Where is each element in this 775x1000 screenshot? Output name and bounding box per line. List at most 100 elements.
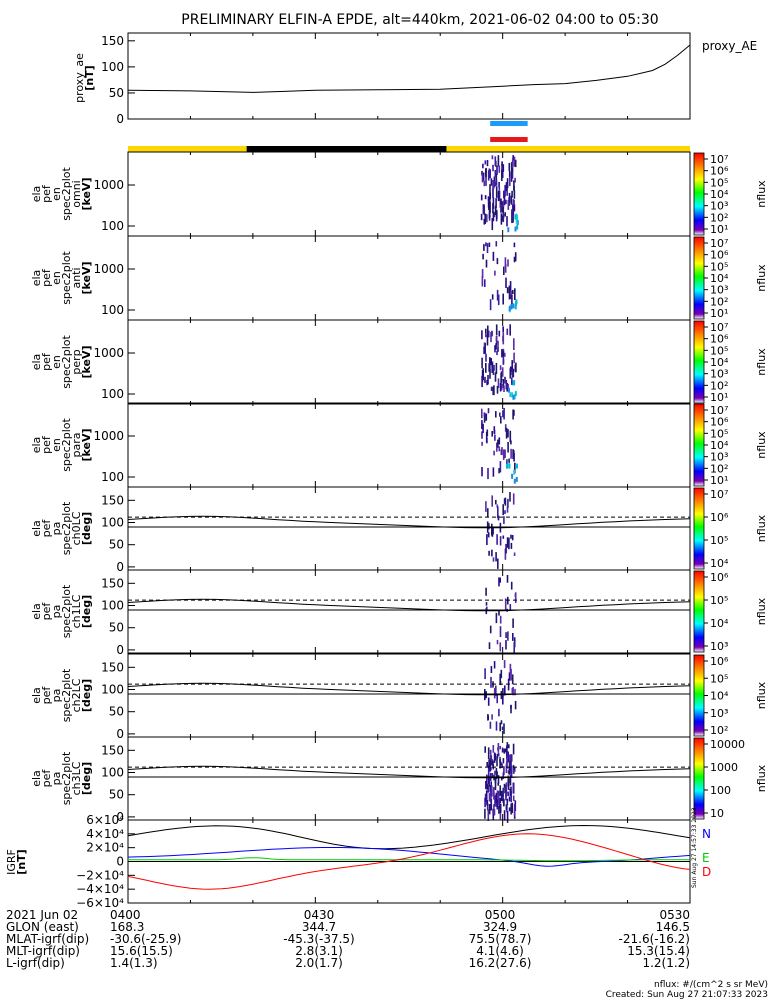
spectrogram-pixel [511, 158, 514, 168]
spectrogram-pixel [487, 375, 489, 385]
y-axis-label-line: ela [30, 354, 43, 371]
spectrogram-pixel [503, 408, 505, 420]
spectrogram-pixel [507, 259, 509, 267]
loss-cone-line [127, 765, 691, 779]
spectrogram-pixel [514, 592, 517, 603]
spectrogram-pixel [492, 745, 495, 753]
y-tick-label: 0 [116, 112, 124, 126]
spectrogram-pixel [516, 463, 518, 469]
spectrogram-pixel [500, 198, 502, 205]
colorbar-label-text: nflux [755, 431, 768, 459]
spectrogram-pixel [489, 169, 491, 179]
spectrogram-pixel [490, 178, 493, 186]
spectrogram-pixel [485, 259, 488, 268]
spectrogram-pixel [485, 790, 488, 803]
spectrogram-pixel [485, 242, 487, 247]
spectrogram-pixel [500, 416, 502, 424]
colorbar-tick-label: 10⁵ [710, 260, 728, 273]
spectrogram-pixel [492, 808, 495, 821]
colorbar-label: nflux [755, 681, 768, 709]
y-tick-label: 0 [116, 560, 124, 574]
spectrogram-pixel [508, 807, 511, 812]
y-tick-label: 0 [116, 810, 124, 824]
y-axis-label-line: ela [30, 186, 43, 203]
spectrogram-pixel [498, 795, 500, 806]
spectrogram-pixel [497, 753, 500, 757]
proxy-ae-panel: 150 100 50 0 proxy_ae[nT] proxy_AE [73, 32, 757, 126]
colorbar-tick-label: 10⁵ [710, 427, 728, 440]
spectrogram-pixel [504, 257, 507, 267]
y-axis-label-line: pef [40, 686, 53, 705]
energy-panel-3: 1000100elapefenspec2plotperp[keV]10⁷10⁶1… [30, 319, 768, 405]
spectrogram-pixel [502, 535, 505, 539]
spectrogram-pixel [504, 548, 507, 560]
spectrogram-pixel [489, 785, 491, 792]
spectrogram-pixel [508, 458, 510, 463]
colorbar-label: nflux [755, 764, 768, 792]
y-axis-label-line: [keV] [80, 428, 93, 461]
spectrogram-pixel [495, 802, 498, 807]
colorbar [693, 737, 705, 820]
colorbar-tick-label: 10⁶ [710, 655, 729, 668]
spectrogram-pixel [496, 210, 498, 220]
y-axis-label-line: spec2plot [60, 167, 73, 221]
spectrogram-pixel [498, 182, 500, 188]
igrf-panel: 6×10⁴4×10⁴2×10⁴0−2×10⁴−4×10⁴−6×10⁴IGRF[n… [5, 807, 711, 910]
spectrogram-pixel [481, 420, 483, 430]
spectrogram-pixel [506, 742, 509, 749]
blue-science-bar [490, 121, 528, 126]
spectrogram-pixel [481, 431, 483, 439]
spectrogram-pixel [485, 413, 488, 421]
spectrogram-pixel [516, 215, 519, 220]
spectrogram-pixel [513, 394, 516, 400]
spectrogram-pixel [505, 640, 507, 650]
spectrogram-pixel [501, 447, 503, 456]
yellow-orbit-bar [446, 146, 690, 152]
spectrogram-pixel [486, 534, 488, 545]
footer-row-value: 16.2(27.6) [469, 956, 532, 970]
y-axis-label-line: [nT] [83, 65, 96, 90]
spectrogram-pixel [486, 774, 488, 787]
igrf-legend-E: E [702, 851, 710, 865]
spectrogram-pixel [516, 224, 519, 230]
spectrogram-pixel [497, 347, 499, 352]
footer-row-value: -30.6(-25.9) [110, 932, 181, 946]
colorbar-tick-label: 10³ [710, 640, 728, 653]
colorbar-tick-label: 1000 [710, 761, 738, 774]
spectrogram-pixel [506, 811, 509, 823]
colorbar-tick-label: 10⁶ [710, 165, 729, 178]
spectrogram-pixel [494, 181, 496, 187]
footer-row-label: MLAT-igrf(dip) [6, 932, 89, 946]
spectrogram-pixel [497, 191, 500, 202]
y-tick-label: 1000 [93, 429, 124, 443]
spectrogram-pixel [482, 253, 484, 260]
y-axis-label-line: ela [30, 270, 43, 287]
colorbar-label-text: nflux [755, 180, 768, 208]
spectrogram-pixel [505, 788, 507, 798]
spectrogram-pixel [495, 324, 498, 336]
footer-row-label: GLON (east) [6, 920, 79, 934]
colorbar-tick-label: 10⁴ [710, 272, 729, 285]
colorbar-tick-label: 10⁶ [710, 571, 729, 584]
colorbar-tick-label: 10⁷ [710, 321, 728, 334]
spectrogram-pixel [488, 242, 491, 247]
spectrogram-pixel [506, 328, 509, 335]
spectrogram-pixel [508, 766, 511, 775]
spectrogram-pixel [513, 469, 516, 475]
spectrogram-pixel [504, 748, 506, 753]
spectrogram-pixel [497, 790, 500, 796]
y-tick-label: 6×10⁴ [86, 813, 124, 827]
y-tick-label: −2×10⁴ [76, 868, 124, 882]
colorbar-label: nflux [755, 597, 768, 625]
spectrogram-pixel [481, 174, 484, 183]
spectrogram-pixel [507, 498, 509, 508]
spectrogram-pixel [500, 761, 502, 766]
spectrogram-pixel [502, 207, 504, 213]
y-tick-label: 150 [101, 493, 124, 507]
spectrogram-pixel [509, 768, 511, 775]
colorbar [693, 487, 705, 570]
colorbar-tick-label: 10⁷ [710, 488, 728, 501]
colorbar-label: nflux [755, 431, 768, 459]
spectrogram-pixel [514, 304, 517, 310]
